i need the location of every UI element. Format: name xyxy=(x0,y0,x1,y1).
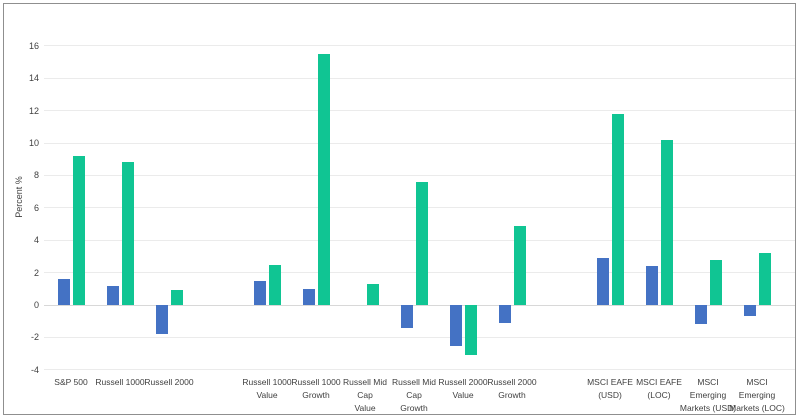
y-tick-label: 12 xyxy=(28,105,39,116)
bar-green xyxy=(72,155,85,305)
bar-blue xyxy=(498,305,511,323)
bar-chart: Percent % 16 14 12 10 8 6 4 2 0 -2 -4 S&P 500 Russe… xyxy=(4,4,795,414)
x-category-label: Russell 2000 xyxy=(144,377,194,387)
gridline xyxy=(44,45,795,47)
x-category-label: Russell Mid Cap Growth xyxy=(392,377,436,413)
gridline xyxy=(44,110,795,112)
y-tick-label: 4 xyxy=(33,235,39,246)
bar-green xyxy=(709,259,722,305)
x-category-label: MSCI EAFE (LOC) xyxy=(636,377,682,400)
x-category-label: Russell 1000 Growth xyxy=(291,377,341,400)
x-category-label: MSCI Emerging Markets (USD) xyxy=(679,377,737,413)
y-tick-label: -4 xyxy=(30,364,39,375)
bar-blue xyxy=(302,288,315,305)
gridline xyxy=(44,304,795,306)
gridline xyxy=(44,336,795,338)
bar-green xyxy=(758,253,771,305)
bar-green xyxy=(513,225,526,305)
y-tick-label: 10 xyxy=(28,138,39,148)
y-tick-label: 8 xyxy=(33,170,39,181)
bar-green xyxy=(170,290,183,305)
bar-green xyxy=(415,181,428,305)
gridline xyxy=(44,77,795,79)
bar-blue xyxy=(155,305,168,335)
gridline xyxy=(44,174,795,176)
bar-blue xyxy=(449,305,462,346)
y-tick-label: 2 xyxy=(33,267,39,278)
x-category-label: Russell 2000 Growth xyxy=(487,377,537,400)
bar-green xyxy=(317,53,330,305)
bar-green xyxy=(464,305,477,356)
bar-blue xyxy=(106,285,119,305)
bar-green xyxy=(366,283,379,305)
x-category-label: S&P 500 xyxy=(54,377,88,387)
y-tick-label: -2 xyxy=(30,332,39,343)
y-tick-label: 0 xyxy=(33,300,39,310)
y-tick-label: 6 xyxy=(33,202,39,213)
bar-green xyxy=(660,139,673,305)
bar-green xyxy=(121,162,134,305)
bar-blue xyxy=(694,305,707,325)
y-tick-label: 14 xyxy=(28,73,39,84)
x-category-label: Russell 1000 Value xyxy=(242,377,292,400)
x-category-label: Russell 1000 xyxy=(95,377,145,387)
bar-green xyxy=(268,264,281,305)
y-tick-label: 16 xyxy=(28,40,39,51)
bar-blue xyxy=(596,258,609,305)
bar-blue xyxy=(743,305,756,317)
bar-blue xyxy=(400,305,413,328)
bar-blue xyxy=(57,279,70,305)
bar-green xyxy=(611,113,624,305)
chart-frame: Percent % 16 14 12 10 8 6 4 2 0 -2 -4 S&P 500 Russe… xyxy=(3,3,796,415)
x-category-label: Russell 2000 Value xyxy=(438,377,488,400)
gridline xyxy=(44,369,795,371)
gridline xyxy=(44,142,795,144)
x-category-label: MSCI Emerging Markets (LOC) xyxy=(729,377,785,413)
bar-blue xyxy=(253,280,266,305)
bar-blue xyxy=(645,266,658,305)
x-category-label: MSCI EAFE (USD) xyxy=(587,377,633,400)
x-category-label: Russell Mid Cap Value xyxy=(343,377,387,413)
